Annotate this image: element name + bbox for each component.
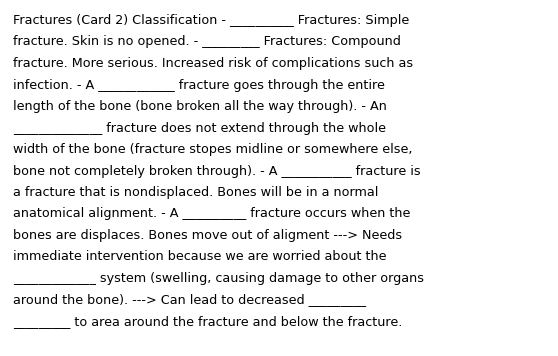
Text: around the bone). ---> Can lead to decreased _________: around the bone). ---> Can lead to decre…	[13, 293, 366, 307]
Text: _____________ system (swelling, causing damage to other organs: _____________ system (swelling, causing …	[13, 272, 424, 285]
Text: immediate intervention because we are worried about the: immediate intervention because we are wo…	[13, 251, 387, 263]
Text: bones are displaces. Bones move out of aligment ---> Needs: bones are displaces. Bones move out of a…	[13, 229, 402, 242]
Text: _________ to area around the fracture and below the fracture.: _________ to area around the fracture an…	[13, 315, 402, 328]
Text: width of the bone (fracture stopes midline or somewhere else,: width of the bone (fracture stopes midli…	[13, 143, 412, 156]
Text: infection. - A ____________ fracture goes through the entire: infection. - A ____________ fracture goe…	[13, 79, 385, 91]
Text: bone not completely broken through). - A ___________ fracture is: bone not completely broken through). - A…	[13, 164, 421, 178]
Text: anatomical alignment. - A __________ fracture occurs when the: anatomical alignment. - A __________ fra…	[13, 208, 410, 220]
Text: length of the bone (bone broken all the way through). - An: length of the bone (bone broken all the …	[13, 100, 387, 113]
Text: ______________ fracture does not extend through the whole: ______________ fracture does not extend …	[13, 121, 386, 135]
Text: Fractures (Card 2) Classification - __________ Fractures: Simple: Fractures (Card 2) Classification - ____…	[13, 14, 409, 27]
Text: fracture. Skin is no opened. - _________ Fractures: Compound: fracture. Skin is no opened. - _________…	[13, 36, 401, 48]
Text: fracture. More serious. Increased risk of complications such as: fracture. More serious. Increased risk o…	[13, 57, 413, 70]
Text: a fracture that is nondisplaced. Bones will be in a normal: a fracture that is nondisplaced. Bones w…	[13, 186, 378, 199]
